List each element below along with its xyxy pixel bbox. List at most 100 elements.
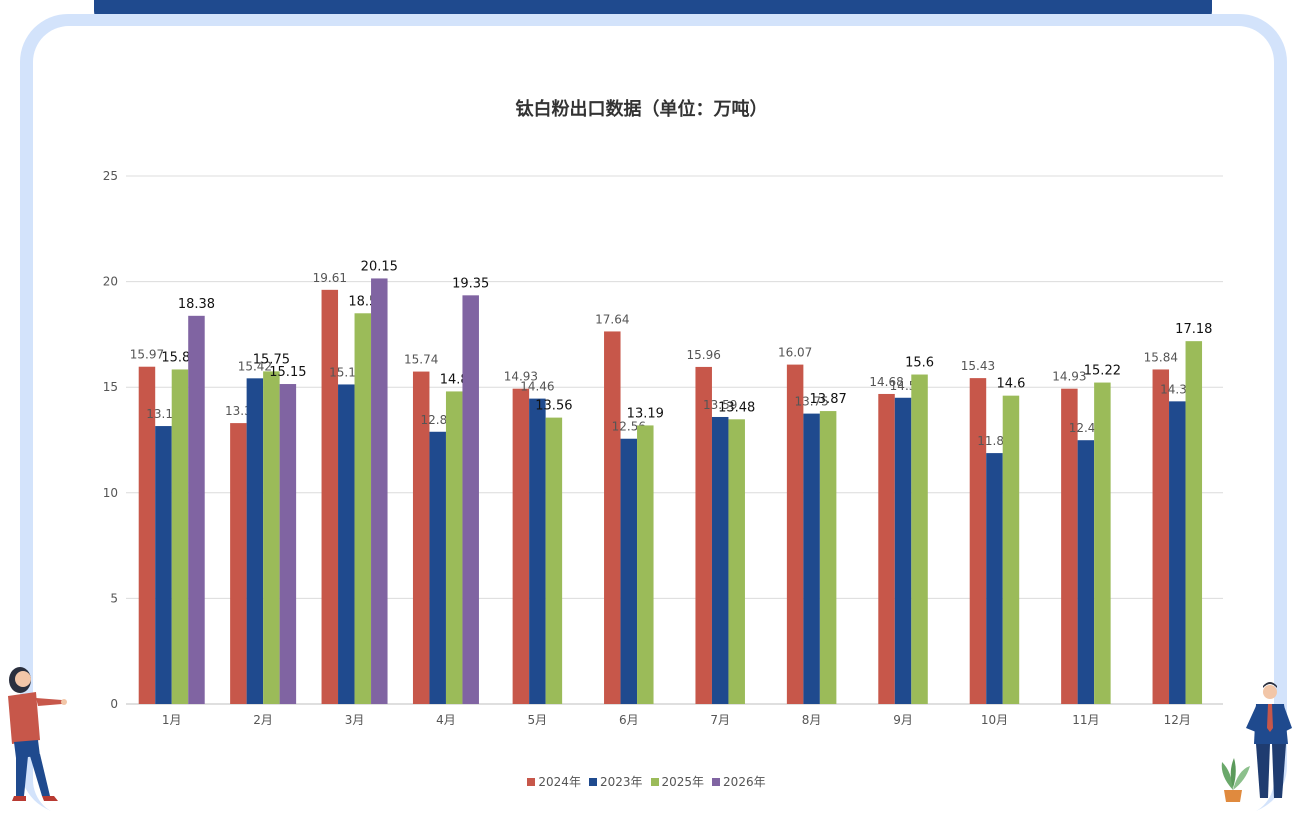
bar — [462, 295, 479, 704]
data-label: 15.15 — [269, 365, 306, 380]
y-tick-label: 20 — [103, 275, 118, 289]
chart-title: 钛白粉出口数据（单位：万吨） — [515, 99, 768, 120]
bar — [412, 371, 430, 704]
legend-item: 2026年 — [712, 773, 766, 790]
data-label: 14.5 — [890, 379, 917, 393]
y-tick-label: 15 — [103, 380, 118, 394]
legend-item: 2023年 — [588, 773, 643, 790]
bar — [246, 378, 264, 704]
data-label: 14.6 — [996, 377, 1025, 392]
businesswoman-illustration — [8, 667, 67, 801]
legend-swatch — [588, 777, 597, 786]
bar — [1002, 395, 1020, 704]
bar — [429, 431, 446, 704]
bar — [338, 384, 355, 704]
data-label: 13.56 — [535, 399, 572, 414]
data-label: 14.68 — [869, 375, 903, 389]
bar — [1077, 440, 1095, 704]
bar — [728, 419, 745, 704]
x-tick-label: 9月 — [893, 713, 913, 727]
bar — [969, 378, 987, 704]
bar — [1169, 401, 1186, 704]
data-label: 15.97 — [130, 348, 164, 362]
legend-swatch — [712, 777, 721, 786]
y-tick-label: 5 — [110, 591, 118, 605]
bar — [188, 315, 205, 704]
bar — [878, 393, 895, 704]
legend-swatch — [527, 777, 536, 786]
bar — [894, 397, 912, 704]
data-label: 19.35 — [452, 276, 489, 291]
y-tick-label: 0 — [110, 697, 118, 711]
data-label: 18.5 — [348, 294, 377, 309]
data-label: 16.07 — [778, 346, 812, 360]
x-tick-label: 6月 — [619, 713, 639, 727]
data-label: 15.42 — [238, 359, 272, 373]
bar — [230, 423, 247, 704]
bar — [354, 313, 372, 704]
x-tick-label: 3月 — [345, 713, 365, 727]
data-label: 19.61 — [313, 271, 347, 285]
bar — [1185, 341, 1203, 704]
data-label: 13.87 — [810, 392, 847, 407]
bar — [371, 278, 388, 704]
bar — [604, 331, 621, 704]
bar — [512, 388, 530, 704]
businessman-illustration — [1221, 682, 1292, 802]
bar — [695, 366, 712, 704]
chart-legend: 2024年 2023年 2025年 2026年 — [0, 773, 1293, 790]
data-label: 14.46 — [520, 380, 554, 394]
data-label: 17.64 — [595, 312, 629, 326]
data-label: 20.15 — [361, 259, 398, 274]
x-tick-label: 11月 — [1072, 713, 1099, 727]
bar — [263, 371, 280, 704]
bar — [711, 416, 729, 704]
y-tick-label: 10 — [103, 486, 118, 500]
data-label: 15.96 — [687, 348, 721, 362]
legend-label: 2023年 — [599, 775, 643, 789]
data-label: 15.22 — [1084, 364, 1121, 379]
bar — [445, 391, 463, 704]
data-label: 15.6 — [905, 356, 934, 371]
legend-label: 2026年 — [723, 775, 766, 789]
bar — [803, 413, 820, 704]
data-label: 13.59 — [703, 398, 737, 412]
bar — [1061, 388, 1078, 704]
data-label: 13.3 — [225, 404, 252, 418]
legend-item: 2025年 — [650, 773, 705, 790]
legend-label: 2025年 — [661, 775, 705, 789]
bar — [321, 289, 339, 704]
data-label: 13.19 — [627, 406, 664, 421]
data-label: 15.74 — [404, 353, 438, 367]
legend-label: 2024年 — [538, 775, 581, 789]
bar — [545, 417, 563, 704]
data-label: 15.43 — [961, 359, 995, 373]
data-label: 14.93 — [1052, 370, 1086, 384]
bar — [986, 453, 1003, 704]
bar — [155, 426, 172, 704]
x-tick-label: 8月 — [802, 713, 822, 727]
bar — [786, 364, 804, 704]
bar — [1094, 382, 1111, 704]
x-tick-label: 7月 — [710, 713, 730, 727]
x-tick-label: 10月 — [981, 713, 1008, 727]
data-label: 14.8 — [440, 372, 469, 387]
x-tick-label: 1月 — [162, 713, 182, 727]
x-tick-label: 4月 — [436, 713, 456, 727]
bar — [171, 369, 189, 704]
bar — [1152, 369, 1170, 704]
bar — [138, 366, 156, 704]
legend-swatch — [650, 777, 659, 786]
bar — [819, 411, 837, 704]
y-tick-label: 25 — [103, 169, 118, 183]
x-tick-label: 12月 — [1164, 713, 1191, 727]
bar — [637, 425, 654, 704]
x-tick-label: 2月 — [253, 713, 273, 727]
data-label: 15.84 — [1144, 350, 1178, 364]
data-label: 17.18 — [1175, 322, 1212, 337]
data-label: 15.75 — [253, 352, 290, 367]
data-label: 14.93 — [504, 370, 538, 384]
bar — [911, 374, 928, 704]
legend-item: 2024年 — [527, 773, 581, 790]
